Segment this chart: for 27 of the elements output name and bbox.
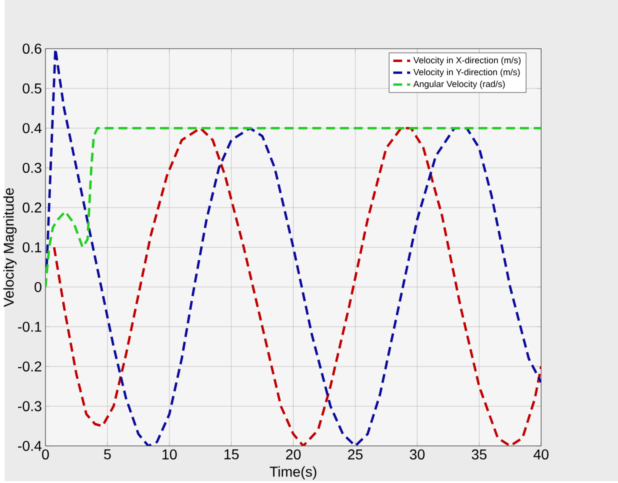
x-tick-label: 30 — [410, 449, 425, 460]
x-tick-label: 0 — [42, 449, 49, 460]
x-tick-label: 40 — [534, 449, 549, 460]
x-tick-label: 10 — [162, 449, 177, 460]
y-tick-label: -0.3 — [18, 401, 42, 412]
line-series — [45, 127, 542, 288]
y-tick-label: 0.1 — [22, 242, 42, 252]
x-tick-label: 5 — [104, 449, 111, 460]
y-tick-label: 0 — [34, 282, 42, 292]
y-tick-label: -0.2 — [18, 362, 42, 372]
legend-label: Velocity in X-direction (m/s) — [413, 56, 521, 66]
y-tick-label: 0.5 — [22, 83, 42, 94]
y-tick-label: 0.6 — [22, 44, 42, 54]
x-tick-label: 35 — [472, 449, 486, 460]
legend-label: Velocity in Y-direction (m/s) — [413, 68, 520, 78]
x-tick-label: 25 — [348, 449, 363, 460]
y-tick-label: 0.2 — [22, 202, 42, 213]
x-axis-title: Time(s) — [270, 466, 316, 480]
legend-label: Angular Velocity (rad/s) — [413, 80, 505, 89]
y-tick-label: -0.4 — [18, 440, 42, 452]
x-tick-label: 20 — [286, 449, 301, 460]
y-tick-label: -0.1 — [18, 322, 42, 332]
y-tick-label: 0.3 — [22, 162, 42, 173]
y-axis-title: Velocity Magnitude — [3, 188, 17, 308]
y-tick-label: 0.4 — [22, 123, 42, 134]
line-series — [52, 127, 542, 446]
x-tick-label: 15 — [224, 449, 239, 460]
